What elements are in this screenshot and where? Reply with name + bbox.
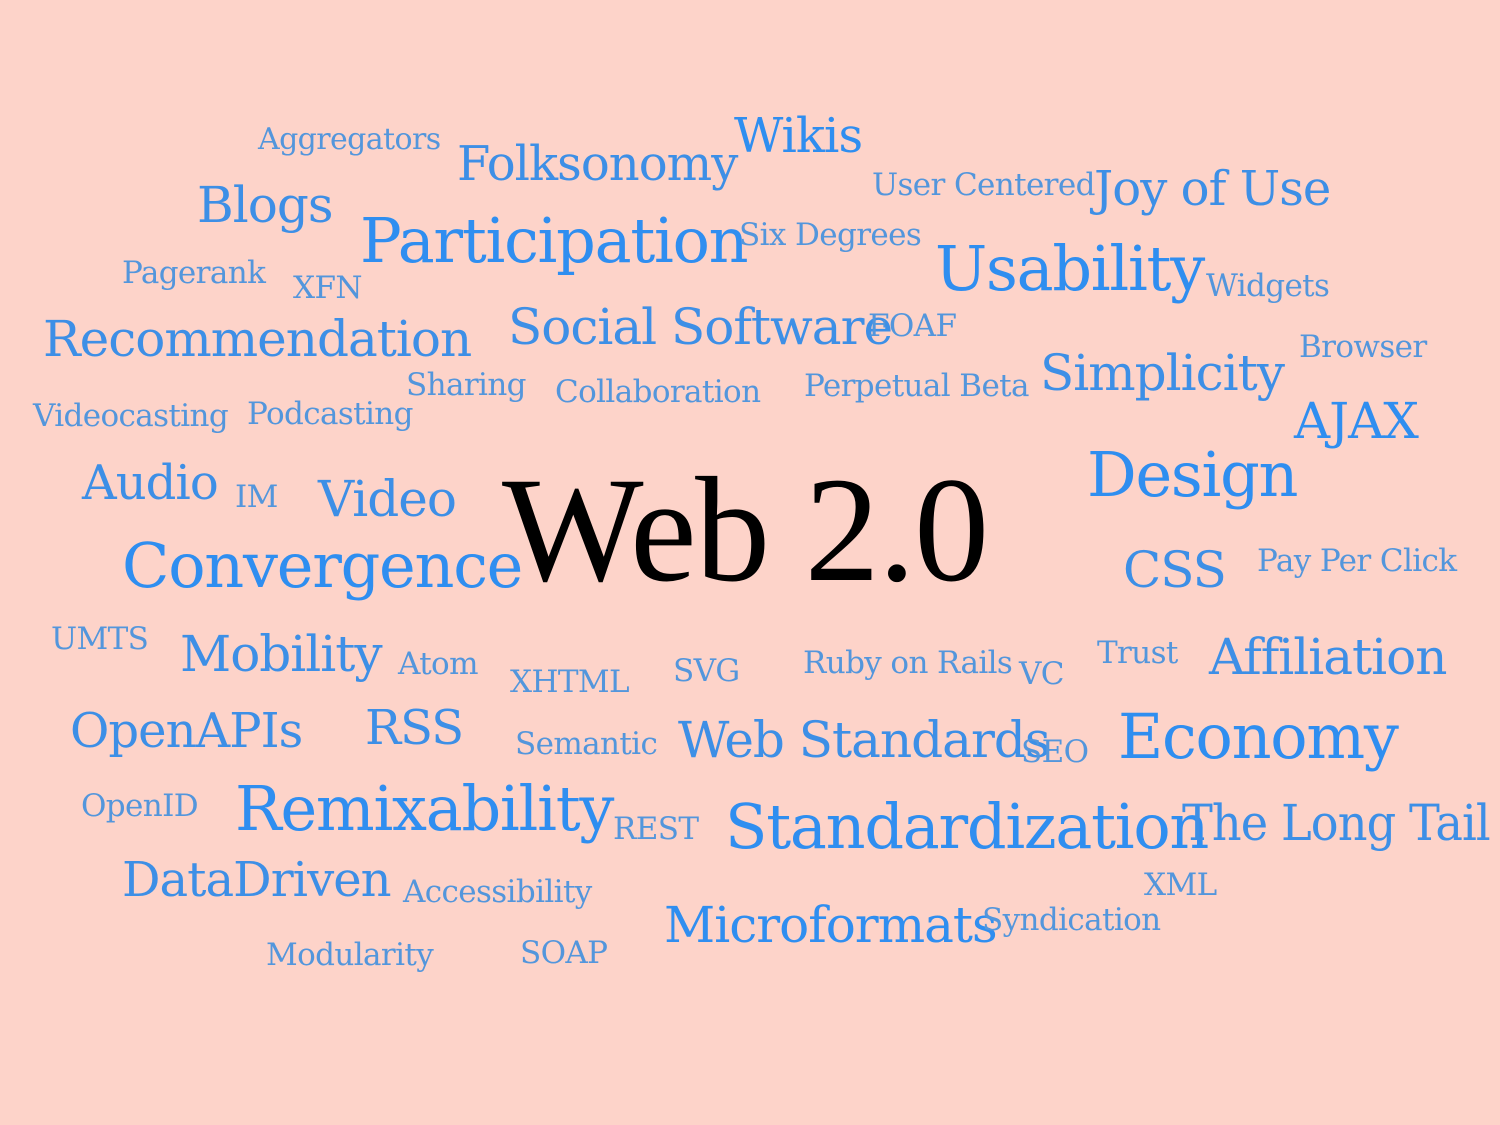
word: Blogs [197, 176, 334, 234]
word: Simplicity [1040, 344, 1285, 402]
word: VC [1019, 656, 1064, 692]
word: FOAF [868, 308, 957, 344]
word: OpenID [81, 788, 199, 824]
word: Folksonomy [457, 136, 738, 192]
word: AJAX [1294, 392, 1419, 450]
word: Pay Per Click [1257, 543, 1457, 579]
word: IM [235, 479, 278, 515]
word: Modularity [266, 937, 434, 973]
word: Audio [82, 455, 219, 511]
word: Six Degrees [739, 217, 922, 253]
word: Atom [398, 646, 479, 682]
word: Standardization [725, 790, 1209, 863]
word: SVG [673, 653, 740, 689]
word: SOAP [520, 935, 608, 971]
word: Participation [360, 204, 749, 277]
word: Wikis [734, 108, 863, 164]
word: Widgets [1206, 268, 1330, 304]
word: XHTML [510, 664, 630, 700]
word: Social Software [508, 298, 893, 356]
word: Recommendation [43, 310, 472, 368]
word: Videocasting [33, 398, 229, 434]
word: DataDriven [122, 852, 392, 908]
word: SEO [1021, 734, 1089, 770]
word: Semantic [515, 726, 658, 762]
word: Web Standards [678, 711, 1051, 769]
word: XFN [293, 270, 362, 306]
word: Syndication [982, 902, 1161, 938]
word: Joy of Use [1094, 161, 1331, 217]
word: Usability [935, 232, 1205, 305]
word: Affiliation [1209, 628, 1447, 686]
word: UMTS [51, 621, 149, 657]
word: Sharing [406, 367, 527, 403]
word: Pagerank [122, 255, 266, 291]
word: Perpetual Beta [804, 368, 1030, 404]
word: OpenAPIs [70, 703, 303, 759]
page-title: Web 2.0 [502, 447, 989, 613]
word: The Long Tail [1182, 794, 1491, 852]
word: Trust [1097, 635, 1178, 671]
word: CSS [1123, 541, 1227, 599]
word: Accessibility [403, 874, 592, 910]
word: Collaboration [555, 374, 761, 410]
word: RSS [365, 700, 464, 756]
word: Microformats [664, 896, 998, 954]
word: Ruby on Rails [803, 645, 1013, 681]
word: Mobility [180, 625, 383, 683]
word: Podcasting [247, 396, 413, 432]
word: Economy [1118, 700, 1399, 773]
word: XML [1144, 867, 1217, 903]
word: Browser [1299, 329, 1427, 365]
word: Aggregators [258, 122, 441, 157]
word: User Centered [872, 167, 1095, 203]
word: REST [613, 811, 699, 847]
word: Remixability [235, 772, 614, 845]
word: Design [1087, 438, 1298, 511]
word: Convergence [122, 529, 523, 602]
word: Video [318, 470, 457, 528]
